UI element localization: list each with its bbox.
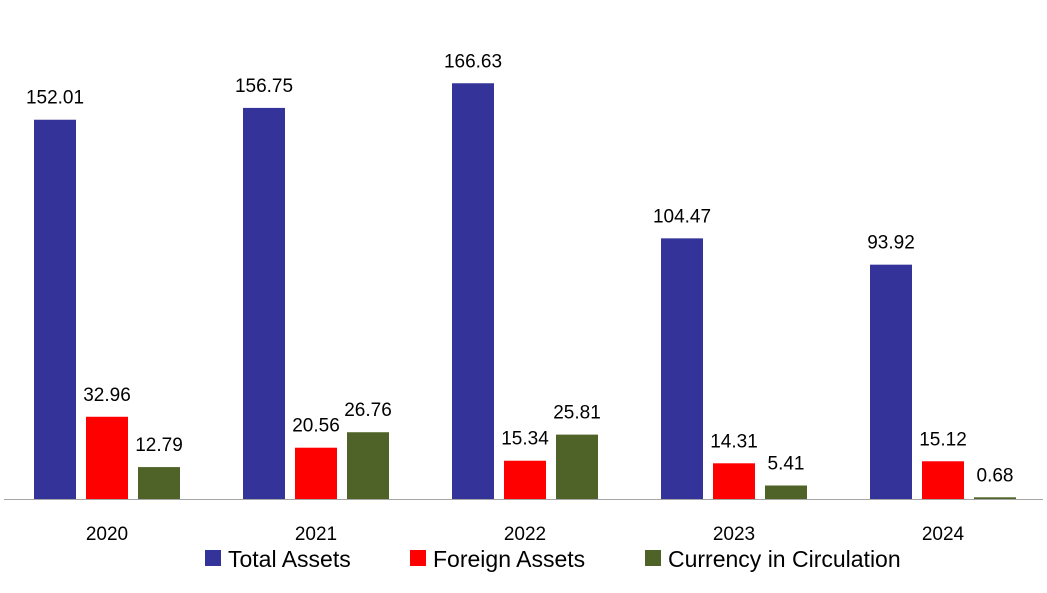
x-tick-label-2023: 2023 [713,524,755,545]
x-tick-label-2024: 2024 [922,524,965,545]
bar-total-assets-2021 [243,107,285,499]
data-label-total-assets-2022: 166.63 [444,51,502,72]
legend: Total Assets Foreign Assets Currency in Ci… [205,546,901,572]
data-label-currency-in-circulation-2024: 0.68 [977,465,1014,486]
data-label-currency-in-circulation-2023: 5.41 [768,454,805,475]
data-label-foreign-assets-2020: 32.96 [83,385,131,406]
legend-swatch-currency-in-circulation [645,550,661,566]
bar-currency-in-circulation-2021 [347,432,389,499]
bars-group [34,83,1016,499]
legend-label-foreign-assets: Foreign Assets [433,546,585,572]
bar-currency-in-circulation-2023 [765,485,807,499]
bar-currency-in-circulation-2022 [556,434,598,499]
bar-currency-in-circulation-2020 [138,467,180,499]
data-label-foreign-assets-2023: 14.31 [710,431,758,452]
x-tick-label-2021: 2021 [295,524,337,545]
x-tick-label-2022: 2022 [504,524,546,545]
data-label-currency-in-circulation-2020: 12.79 [135,435,183,456]
data-label-total-assets-2020: 152.01 [26,88,84,109]
x-tick-label-2020: 2020 [86,524,128,545]
bar-total-assets-2024 [870,264,912,499]
data-label-total-assets-2021: 156.75 [235,76,293,97]
bar-foreign-assets-2020 [86,416,128,499]
bar-foreign-assets-2022 [504,460,546,499]
legend-swatch-total-assets [205,550,221,566]
legend-label-currency-in-circulation: Currency in Circulation [668,546,901,572]
bar-foreign-assets-2024 [922,461,964,499]
data-label-foreign-assets-2022: 15.34 [501,429,549,450]
bar-total-assets-2022 [452,83,494,499]
legend-swatch-foreign-assets [410,550,426,566]
bar-currency-in-circulation-2024 [974,497,1016,499]
legend-label-total-assets: Total Assets [228,546,351,572]
data-label-foreign-assets-2024: 15.12 [919,429,967,450]
data-label-currency-in-circulation-2021: 26.76 [344,400,392,421]
bar-foreign-assets-2023 [713,463,755,499]
data-label-total-assets-2024: 93.92 [867,233,915,254]
bar-total-assets-2023 [661,238,703,499]
data-label-currency-in-circulation-2022: 25.81 [553,403,601,424]
data-label-total-assets-2023: 104.47 [653,206,711,227]
x-tick-labels-group: 2020 2021 2022 2023 2024 [86,524,965,545]
bar-total-assets-2020 [34,119,76,499]
data-label-foreign-assets-2021: 20.56 [292,416,340,437]
bar-foreign-assets-2021 [295,447,337,499]
